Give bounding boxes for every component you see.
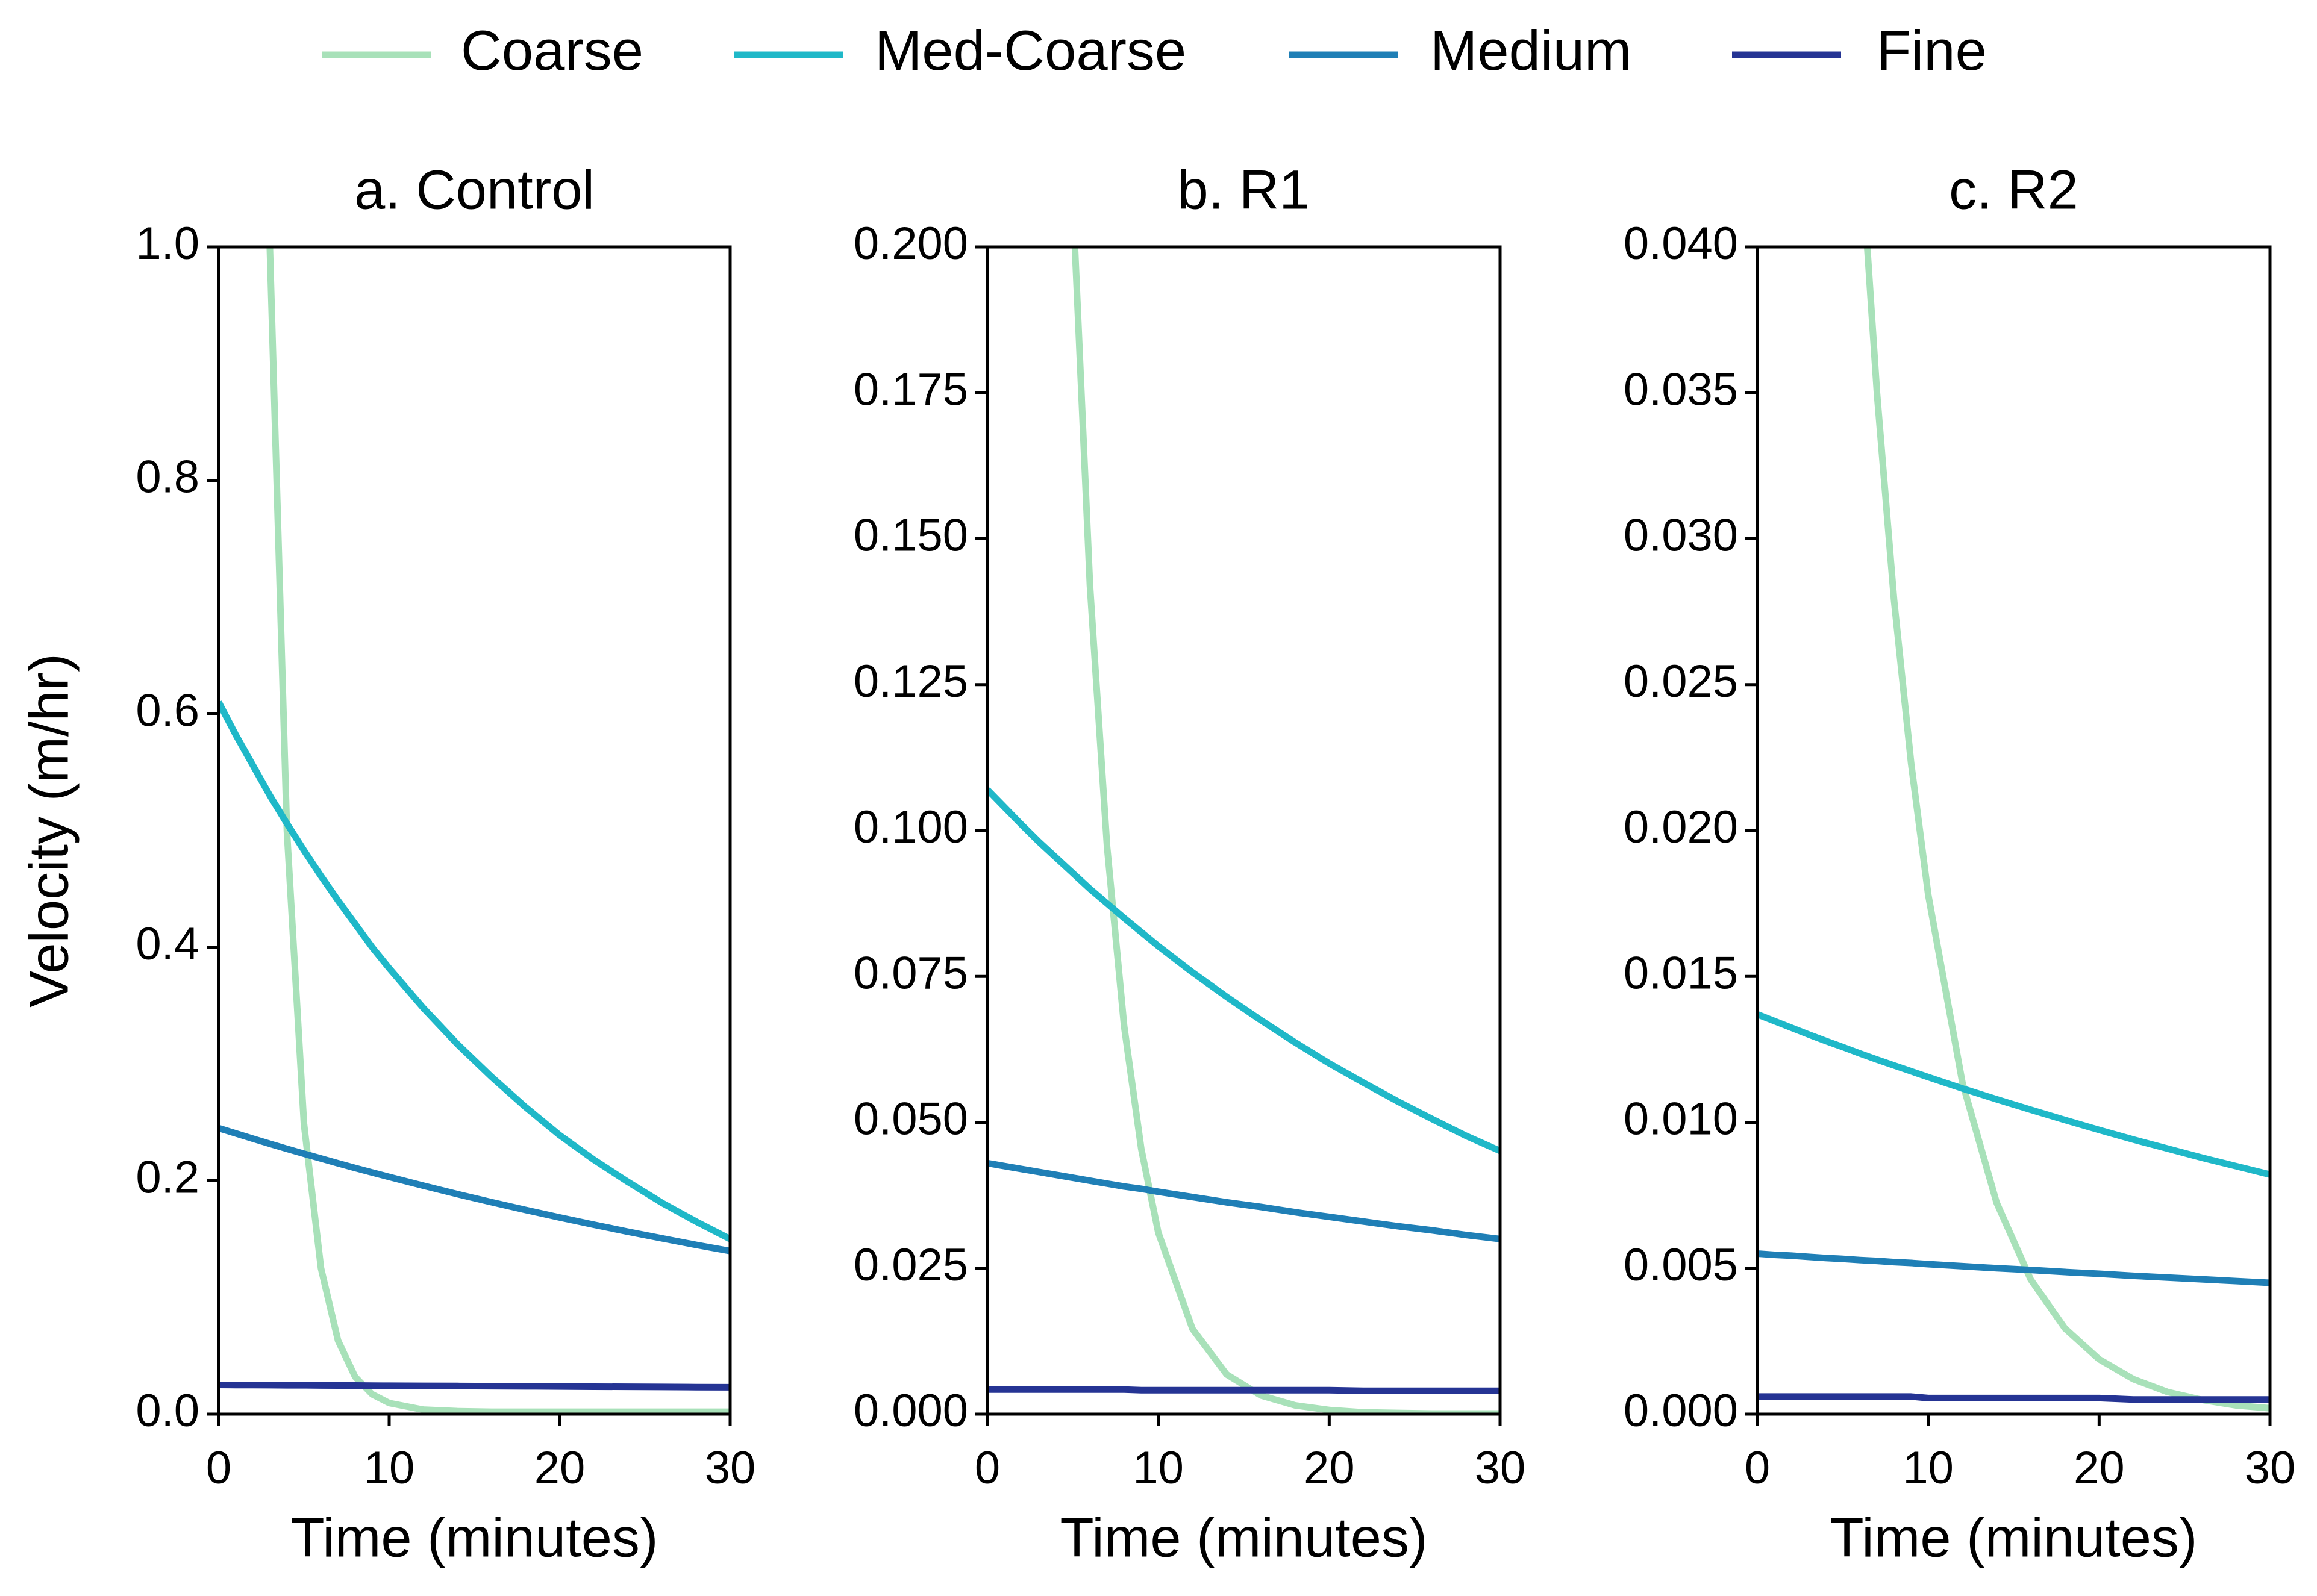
legend-label: Medium (1430, 19, 1631, 82)
y-tick-label: 0.020 (1624, 802, 1738, 853)
y-tick-label: 0.2 (136, 1152, 199, 1203)
y-tick-label: 0.125 (854, 656, 968, 707)
series-line (219, 700, 730, 1242)
x-tick-label: 0 (975, 1442, 1000, 1494)
y-tick-label: 0.040 (1624, 218, 1738, 269)
y-tick-label: 0.000 (854, 1385, 968, 1436)
series-line (1757, 1393, 2270, 1403)
y-tick-label: 0.030 (1624, 510, 1738, 561)
plot-frame (1756, 245, 2272, 1416)
x-tick-label: 10 (1133, 1442, 1184, 1494)
panel-title: a. Control (354, 159, 595, 220)
x-tick-label: 20 (1304, 1442, 1355, 1494)
x-tick-label: 0 (1745, 1442, 1770, 1494)
y-tick-label: 1.0 (136, 218, 199, 269)
panel: b. R1 Time (minutes) 0.000 0.025 0.050 0.075 0… (854, 159, 1526, 1568)
x-tick-label: 20 (2074, 1442, 2125, 1494)
plot-area (219, 247, 730, 1414)
x-axis-label: Time (minutes) (1060, 1507, 1428, 1568)
series-line (1757, 1011, 2270, 1178)
x-tick-label: 10 (1903, 1442, 1954, 1494)
y-tick-label: 0.050 (854, 1094, 968, 1145)
x-tick-label: 20 (534, 1442, 586, 1494)
y-tick-label: 0.075 (854, 947, 968, 999)
y-tick-label: 0.0 (136, 1385, 199, 1436)
legend-label: Fine (1877, 19, 1987, 82)
y-tick-label: 0.4 (136, 918, 199, 970)
x-tick-label: 30 (2245, 1442, 2296, 1494)
legend-label: Med-Coarse (875, 19, 1186, 82)
panel: a. Control Time (minutes) Velocity (m/hr) 0… (18, 159, 756, 1568)
panel: c. R2 Time (minutes) 0.000 0.005 0.010 0.015 0… (1624, 159, 2296, 1568)
series-line (987, 1159, 1500, 1242)
y-axis-label: Velocity (m/hr) (18, 653, 80, 1008)
y-tick-label: 0.150 (854, 510, 968, 561)
series-line (987, 787, 1500, 1155)
x-tick-label: 0 (206, 1442, 231, 1494)
y-tick-label: 0.010 (1624, 1094, 1738, 1145)
y-tick-label: 0.025 (854, 1239, 968, 1291)
x-axis-label: Time (minutes) (291, 1507, 658, 1568)
y-tick-label: 0.200 (854, 218, 968, 269)
series-line (219, 1382, 730, 1391)
plot-frame (986, 245, 1502, 1416)
y-tick-label: 0.100 (854, 802, 968, 853)
y-tick-label: 0.6 (136, 685, 199, 736)
plot-frame (217, 245, 732, 1416)
y-tick-label: 0.025 (1624, 656, 1738, 707)
series-line (219, 1124, 730, 1255)
panel-title: b. R1 (1178, 159, 1310, 220)
x-tick-label: 10 (364, 1442, 415, 1494)
series-line (1757, 1250, 2270, 1286)
y-tick-label: 0.015 (1624, 947, 1738, 999)
legend-label: Coarse (461, 19, 643, 82)
series-line (1863, 247, 2270, 1412)
series-line (987, 1386, 1500, 1394)
series-line (266, 247, 730, 1414)
y-tick-label: 0.8 (136, 452, 199, 503)
x-axis-label: Time (minutes) (1830, 1507, 2198, 1568)
y-tick-label: 0.005 (1624, 1239, 1738, 1291)
panel-title: c. R2 (1949, 159, 2078, 220)
x-tick-label: 30 (705, 1442, 756, 1494)
y-tick-label: 0.175 (854, 364, 968, 415)
y-tick-label: 0.035 (1624, 364, 1738, 415)
y-tick-label: 0.000 (1624, 1385, 1738, 1436)
x-tick-label: 30 (1475, 1442, 1526, 1494)
plot-area (1757, 247, 2270, 1412)
